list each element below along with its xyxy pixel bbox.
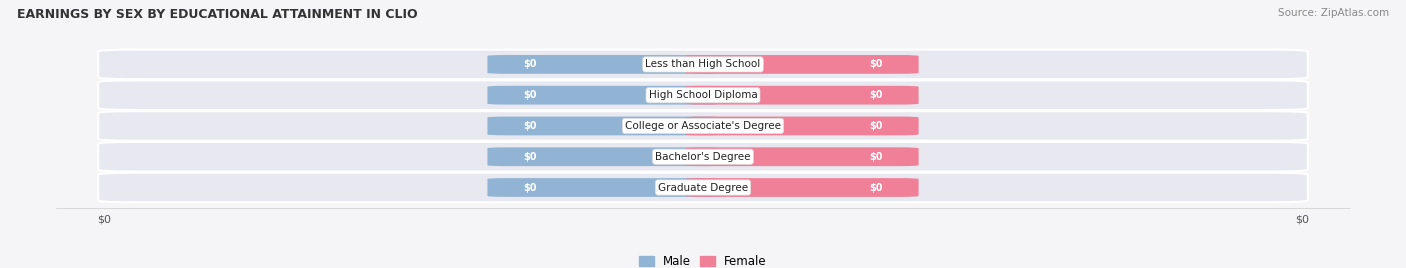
FancyBboxPatch shape bbox=[488, 147, 721, 166]
Text: Graduate Degree: Graduate Degree bbox=[658, 183, 748, 192]
Text: Source: ZipAtlas.com: Source: ZipAtlas.com bbox=[1278, 8, 1389, 18]
FancyBboxPatch shape bbox=[98, 50, 1308, 79]
Text: $0: $0 bbox=[523, 90, 537, 100]
Text: Less than High School: Less than High School bbox=[645, 59, 761, 69]
FancyBboxPatch shape bbox=[98, 173, 1308, 202]
FancyBboxPatch shape bbox=[488, 86, 721, 105]
FancyBboxPatch shape bbox=[98, 142, 1308, 172]
Legend: Male, Female: Male, Female bbox=[634, 251, 772, 268]
Text: $0: $0 bbox=[523, 59, 537, 69]
FancyBboxPatch shape bbox=[685, 55, 918, 74]
Text: EARNINGS BY SEX BY EDUCATIONAL ATTAINMENT IN CLIO: EARNINGS BY SEX BY EDUCATIONAL ATTAINMEN… bbox=[17, 8, 418, 21]
Text: $0: $0 bbox=[523, 121, 537, 131]
FancyBboxPatch shape bbox=[98, 111, 1308, 141]
Text: High School Diploma: High School Diploma bbox=[648, 90, 758, 100]
FancyBboxPatch shape bbox=[685, 117, 918, 135]
FancyBboxPatch shape bbox=[685, 147, 918, 166]
Text: $0: $0 bbox=[869, 90, 883, 100]
FancyBboxPatch shape bbox=[98, 80, 1308, 110]
Text: $0: $0 bbox=[869, 183, 883, 192]
FancyBboxPatch shape bbox=[685, 86, 918, 105]
Text: $0: $0 bbox=[869, 59, 883, 69]
FancyBboxPatch shape bbox=[685, 178, 918, 197]
FancyBboxPatch shape bbox=[488, 117, 721, 135]
FancyBboxPatch shape bbox=[488, 178, 721, 197]
FancyBboxPatch shape bbox=[488, 55, 721, 74]
Text: College or Associate's Degree: College or Associate's Degree bbox=[626, 121, 780, 131]
Text: Bachelor's Degree: Bachelor's Degree bbox=[655, 152, 751, 162]
Text: $0: $0 bbox=[869, 121, 883, 131]
Text: $0: $0 bbox=[523, 183, 537, 192]
Text: $0: $0 bbox=[523, 152, 537, 162]
Text: $0: $0 bbox=[869, 152, 883, 162]
